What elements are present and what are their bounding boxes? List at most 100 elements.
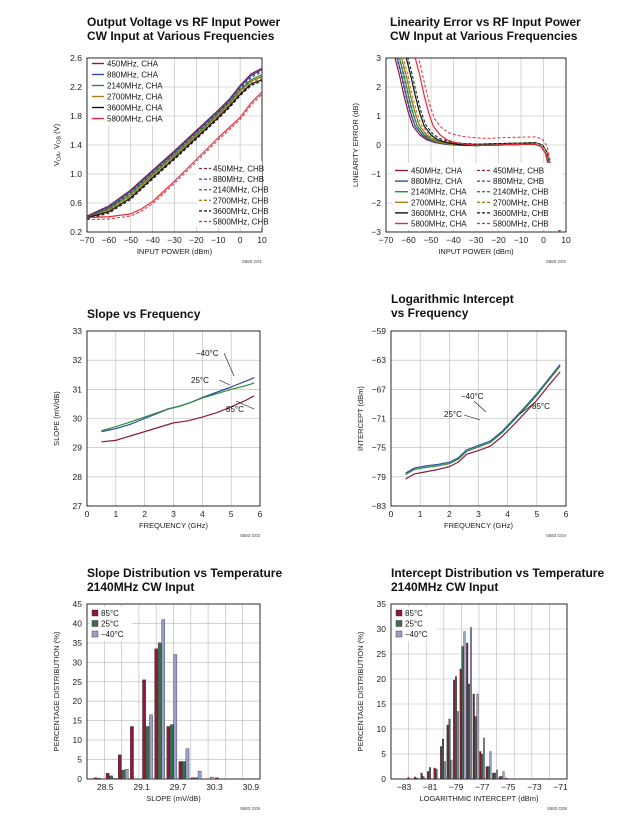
chart-title-line1: Intercept Distribution vs Temperature bbox=[391, 566, 604, 580]
x-tick-label: 3 bbox=[476, 509, 481, 519]
legend-swatch bbox=[395, 630, 403, 638]
legend: 85°C 25°C−40°C bbox=[394, 607, 436, 641]
y-tick-label: −67 bbox=[372, 384, 387, 394]
histogram-bar bbox=[93, 777, 98, 779]
y-tick-label: 15 bbox=[73, 716, 83, 726]
histogram-bar bbox=[450, 759, 453, 779]
chart-6: Intercept Distribution vs Temperature214… bbox=[356, 566, 604, 811]
figure-id: 5583 G04 bbox=[546, 533, 566, 538]
plot-area bbox=[93, 619, 219, 779]
y-axis-label: SLOPE (mV/dB) bbox=[52, 391, 61, 446]
histogram-bar bbox=[112, 778, 117, 779]
histogram-bar bbox=[455, 676, 457, 779]
x-axis-label: LOGARITHMIC INTERCEPT (dBm) bbox=[419, 794, 539, 803]
series-line bbox=[101, 382, 255, 432]
x-tick-label: −50 bbox=[124, 235, 139, 245]
histogram-bar bbox=[483, 737, 485, 779]
histogram-bar bbox=[487, 766, 490, 779]
histogram-bar bbox=[468, 683, 471, 779]
x-tick-label: −20 bbox=[491, 235, 506, 245]
histogram-bar bbox=[209, 776, 214, 779]
histogram-bar bbox=[463, 631, 466, 779]
histogram-bar bbox=[489, 751, 492, 779]
chart-title-line2: CW Input at Various Frequencies bbox=[87, 29, 275, 43]
legend-label: 5800MHz, CHB bbox=[493, 220, 549, 229]
chart-title-line1: Output Voltage vs RF Input Power bbox=[87, 15, 280, 29]
y-tick-label: 31 bbox=[73, 384, 83, 394]
y-tick-label: 10 bbox=[377, 724, 387, 734]
x-tick-label: −73 bbox=[527, 782, 542, 792]
series-line bbox=[87, 79, 262, 219]
histogram-bar bbox=[173, 654, 178, 779]
x-tick-label: 28.5 bbox=[97, 782, 114, 792]
histogram-bar bbox=[453, 679, 456, 779]
histogram-bar bbox=[498, 776, 501, 779]
legend-label: 2140MHz, CHB bbox=[493, 188, 549, 197]
legend-label: 5800MHz, CHA bbox=[411, 220, 467, 229]
y-tick-label: 30 bbox=[73, 414, 83, 424]
x-tick-label: 10 bbox=[257, 235, 267, 245]
legend-label: 450MHz, CHA bbox=[411, 167, 463, 176]
x-tick-label: −81 bbox=[423, 782, 438, 792]
legend-label: 450MHz, CHA bbox=[107, 60, 159, 69]
series-line bbox=[87, 76, 262, 219]
x-tick-label: 4 bbox=[200, 509, 205, 519]
x-tick-label: 5 bbox=[534, 509, 539, 519]
series-line-chb bbox=[417, 58, 562, 225]
x-tick-label: 29.7 bbox=[170, 782, 187, 792]
legend-label: 5800MHz, CHA bbox=[107, 115, 163, 124]
chart-title-line2: CW Input at Various Frequencies bbox=[390, 29, 578, 43]
histogram-bar bbox=[443, 761, 446, 779]
histogram-bar bbox=[142, 679, 146, 779]
figure-id: 5583 G05 bbox=[240, 806, 260, 811]
x-tick-label: −60 bbox=[401, 235, 416, 245]
histogram-bar bbox=[170, 724, 174, 779]
x-axis-label: FREQUENCY (GHz) bbox=[444, 521, 514, 530]
y-tick-label: 0 bbox=[381, 774, 386, 784]
x-tick-label: −20 bbox=[189, 235, 204, 245]
y-tick-label: 15 bbox=[377, 699, 387, 709]
x-tick-label: −40 bbox=[446, 235, 461, 245]
legend-box bbox=[196, 161, 262, 227]
histogram-bar bbox=[215, 777, 219, 779]
x-tick-label: 0 bbox=[541, 235, 546, 245]
legend-label: −40°C bbox=[101, 630, 124, 639]
legend-swatch bbox=[395, 609, 403, 617]
histogram-bar bbox=[459, 668, 462, 779]
y-tick-label: −59 bbox=[372, 326, 387, 336]
chart-title-line1: Logarithmic Intercept bbox=[391, 292, 514, 306]
histogram-bar bbox=[500, 776, 503, 779]
legend-label: 2140MHz, CHB bbox=[213, 186, 269, 195]
annotation-leader bbox=[463, 414, 481, 421]
y-tick-label: 3 bbox=[376, 53, 381, 63]
temperature-annotation: 85°C bbox=[532, 402, 550, 411]
y-tick-label: 10 bbox=[73, 735, 83, 745]
y-axis-label: LINEARITY ERROR (dB) bbox=[351, 102, 360, 187]
chart-title-line1: Slope vs Frequency bbox=[87, 307, 201, 321]
histogram-bar bbox=[109, 775, 113, 779]
plot-area bbox=[407, 627, 508, 779]
annotation-leader bbox=[235, 400, 255, 410]
x-tick-label: −60 bbox=[102, 235, 117, 245]
y-tick-label: 0.6 bbox=[70, 198, 82, 208]
temperature-annotation: 25°C bbox=[191, 376, 209, 385]
legend-label: 2140MHz, CHA bbox=[411, 188, 467, 197]
legend-label: 3600MHz, CHB bbox=[213, 207, 269, 216]
legend: 85°C 25°C−40°C bbox=[90, 607, 132, 641]
legend-label: 25°C bbox=[405, 620, 423, 629]
y-tick-label: 1 bbox=[376, 111, 381, 121]
x-tick-label: 6 bbox=[258, 509, 263, 519]
histogram-bar bbox=[446, 724, 449, 779]
y-tick-label: 20 bbox=[73, 696, 83, 706]
y-tick-label: 25 bbox=[377, 649, 387, 659]
histogram-bar bbox=[472, 693, 475, 779]
x-tick-label: 2 bbox=[447, 509, 452, 519]
histogram-bar bbox=[476, 693, 479, 779]
y-axis-label: INTERCEPT (dBm) bbox=[356, 386, 365, 451]
legend-label: 85°C bbox=[405, 609, 423, 618]
figure-id: 5583 G01 bbox=[242, 259, 262, 264]
legend-swatch bbox=[91, 620, 99, 627]
